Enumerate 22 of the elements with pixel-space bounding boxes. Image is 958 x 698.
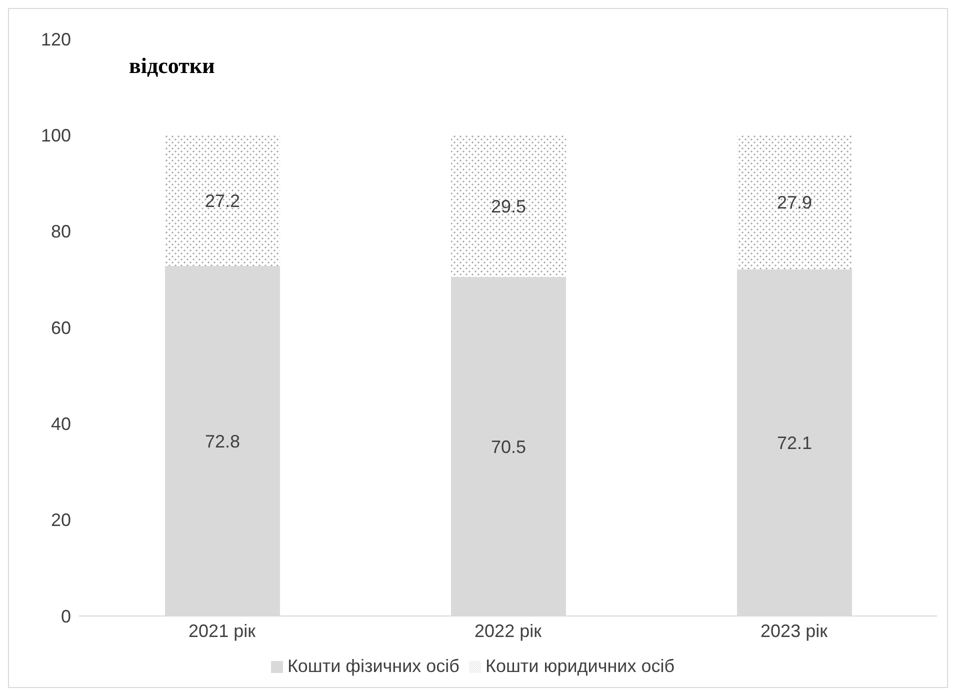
y-tick-label: 120 bbox=[40, 29, 71, 50]
y-tick-label: 60 bbox=[50, 318, 71, 338]
bar bbox=[737, 135, 852, 270]
text: відсотки bbox=[129, 53, 215, 79]
x-tick-label: 2021 рік bbox=[188, 620, 256, 641]
y-tick-label: 20 bbox=[50, 510, 71, 530]
y-tick-label: 40 bbox=[50, 414, 71, 434]
y-tick-label: 80 bbox=[50, 222, 71, 242]
x-tick-label: 2023 рік bbox=[760, 620, 828, 641]
data-label: 72.8 bbox=[204, 431, 240, 452]
legend-label: Кошти фізичних осіб bbox=[287, 656, 460, 676]
data-label: 29.5 bbox=[490, 196, 526, 216]
data-label: 70.5 bbox=[490, 436, 526, 457]
y-tick-label: 0 bbox=[60, 606, 71, 626]
y-tick-label: 100 bbox=[40, 126, 71, 146]
bar bbox=[451, 135, 566, 278]
data-label: 27.9 bbox=[776, 192, 812, 213]
x-tick-label: 2022 рік bbox=[474, 620, 542, 641]
legend-label: Кошти юридичних осіб bbox=[485, 656, 675, 676]
data-label: 72.1 bbox=[776, 433, 812, 454]
bar bbox=[165, 135, 280, 266]
data-label: 27.2 bbox=[204, 190, 240, 211]
